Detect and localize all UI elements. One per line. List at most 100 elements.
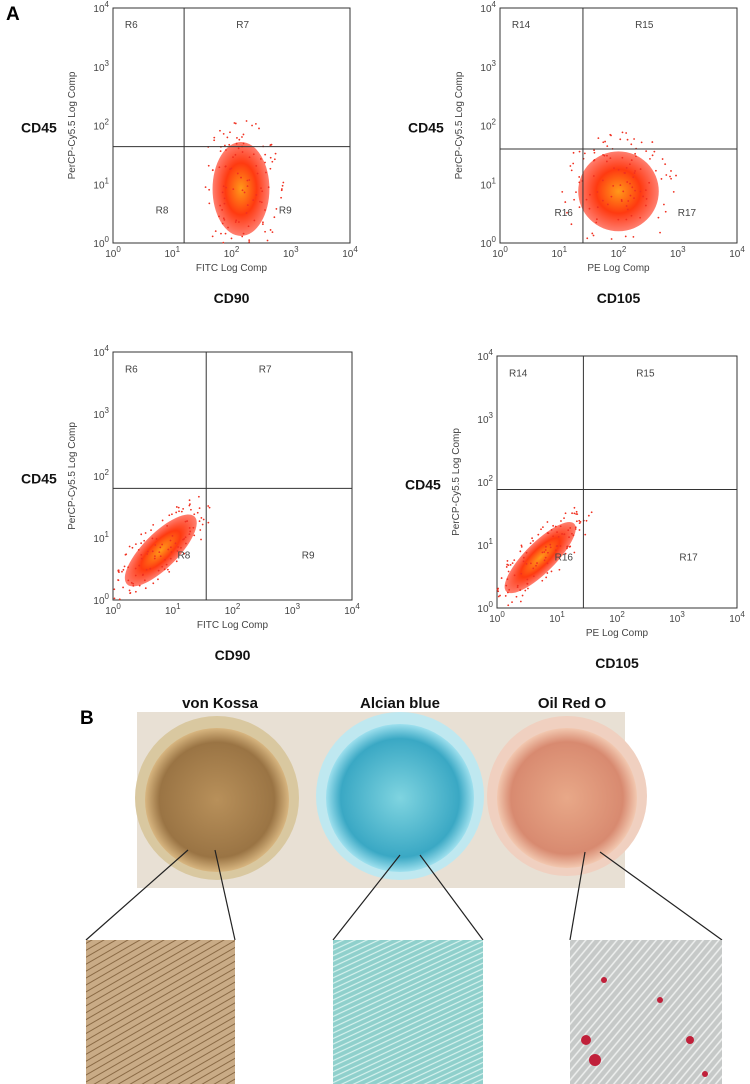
- tick-base: 10: [477, 415, 489, 426]
- event-dot: [140, 557, 143, 560]
- event-dot: [545, 545, 547, 548]
- y-tick-label: 101: [93, 530, 109, 545]
- tick-exponent: 0: [105, 592, 110, 601]
- event-dot: [516, 586, 519, 589]
- event-dot: [208, 506, 211, 509]
- event-dot: [630, 143, 633, 146]
- region-label: R7: [259, 364, 272, 375]
- micrograph-alcian-blue: [333, 940, 483, 1084]
- event-dot: [660, 178, 663, 180]
- well-von-kossa: [145, 728, 289, 872]
- event-dot: [222, 185, 225, 188]
- region-label: R17: [678, 208, 697, 219]
- event-dot: [124, 553, 127, 556]
- event-dot: [595, 221, 598, 224]
- event-dot: [175, 506, 178, 508]
- event-dot: [201, 523, 204, 526]
- event-dot: [193, 513, 196, 516]
- tick-exponent: 2: [489, 474, 494, 483]
- event-dot: [121, 570, 123, 573]
- tick-base: 10: [480, 122, 492, 133]
- panel-label: A: [6, 4, 20, 25]
- event-dot: [180, 546, 182, 549]
- y-tick-label: 103: [93, 59, 109, 74]
- event-dot: [576, 513, 579, 515]
- event-dot: [497, 587, 500, 590]
- event-dot: [218, 166, 221, 169]
- region-label: R9: [279, 205, 292, 216]
- event-dot: [555, 545, 558, 547]
- event-dot: [639, 190, 642, 193]
- event-dot: [117, 579, 120, 582]
- tick-exponent: 3: [105, 59, 110, 68]
- event-dot: [609, 133, 612, 136]
- event-dot: [138, 584, 141, 587]
- event-dot: [519, 589, 522, 591]
- event-dot: [648, 181, 651, 184]
- y-axis-label: PerCP-Cy5.5 Log Comp: [451, 428, 462, 536]
- event-dot: [575, 510, 578, 513]
- event-dot: [122, 586, 124, 589]
- event-dot: [143, 579, 146, 582]
- event-dot: [208, 202, 211, 205]
- event-dot: [146, 550, 149, 553]
- event-dot: [651, 154, 654, 157]
- event-dot: [525, 551, 528, 554]
- event-dot: [264, 153, 267, 156]
- y-axis-label: PerCP-Cy5.5 Log Comp: [67, 71, 78, 179]
- event-dot: [241, 151, 244, 153]
- event-dot: [235, 142, 238, 145]
- event-dot: [256, 172, 259, 175]
- event-dot: [182, 507, 185, 510]
- event-dot: [626, 208, 629, 211]
- event-dot: [513, 574, 516, 577]
- event-dot: [519, 600, 522, 603]
- region-label: R17: [679, 553, 698, 564]
- tick-exponent: 1: [560, 610, 565, 619]
- x-tick-label: 100: [105, 602, 121, 617]
- event-dot: [269, 229, 272, 231]
- event-dot: [572, 534, 575, 537]
- event-dot: [573, 512, 576, 515]
- event-dot: [556, 531, 558, 534]
- region-label: R6: [125, 20, 138, 31]
- event-dot: [568, 536, 570, 539]
- event-dot: [164, 558, 166, 561]
- event-dot: [168, 571, 171, 573]
- event-dot: [526, 578, 529, 581]
- event-dot: [584, 533, 587, 536]
- x-tick-label: 100: [492, 245, 508, 260]
- event-dot: [640, 141, 643, 144]
- marker-label: CD90: [215, 647, 251, 663]
- event-dot: [170, 551, 173, 553]
- event-dot: [140, 542, 143, 545]
- event-dot: [128, 545, 131, 548]
- event-dot: [585, 519, 588, 522]
- event-dot: [198, 507, 201, 509]
- event-dot: [546, 562, 549, 565]
- event-dot: [132, 582, 135, 585]
- event-dot: [610, 238, 613, 240]
- event-dot: [543, 551, 546, 553]
- tick-exponent: 2: [105, 118, 110, 127]
- event-dot: [511, 562, 514, 565]
- x-tick-label: 104: [344, 602, 360, 617]
- event-dot: [578, 181, 581, 184]
- event-dot: [546, 521, 549, 523]
- event-dot: [214, 230, 217, 232]
- event-dot: [186, 520, 189, 522]
- event-dot: [669, 175, 671, 178]
- event-dot: [588, 207, 591, 210]
- event-dot: [266, 239, 269, 242]
- event-dot: [131, 546, 134, 549]
- event-dot: [525, 562, 528, 565]
- event-dot: [138, 564, 141, 567]
- event-dot: [642, 195, 644, 198]
- event-dot: [601, 179, 604, 182]
- tick-base: 10: [480, 63, 492, 74]
- event-dot: [578, 206, 581, 209]
- event-dot: [586, 237, 589, 240]
- tick-base: 10: [105, 249, 117, 260]
